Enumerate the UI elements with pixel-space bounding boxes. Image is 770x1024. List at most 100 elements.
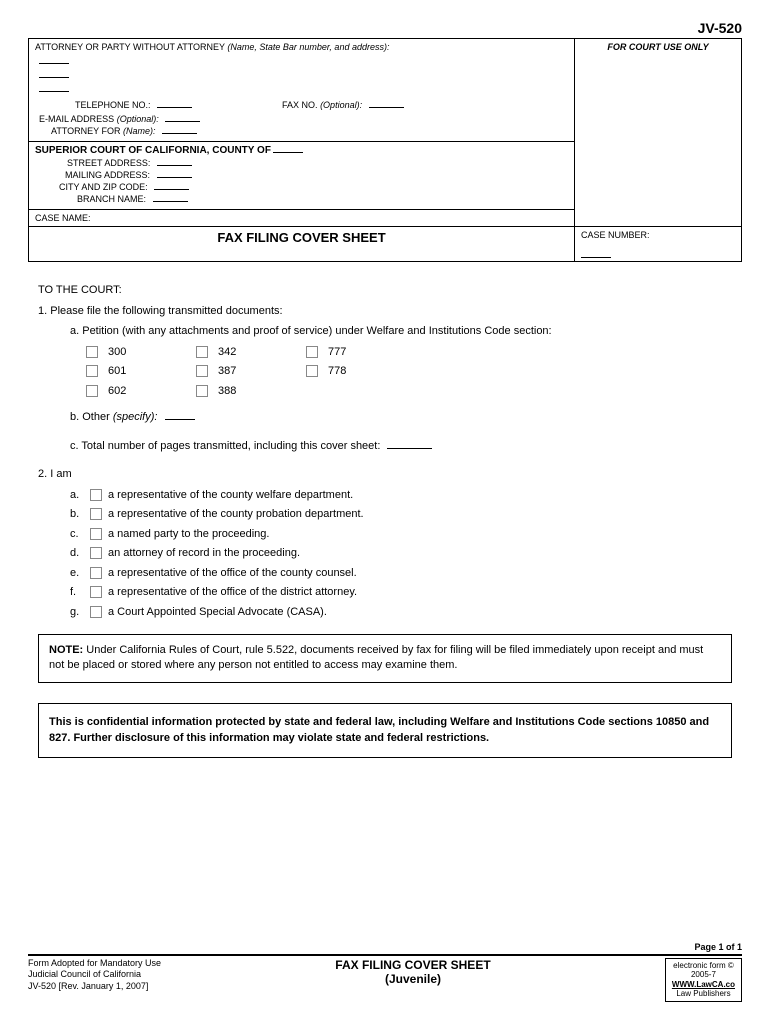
checkbox-iam-b[interactable] [90, 508, 102, 520]
note-box: NOTE: Under California Rules of Court, r… [38, 634, 732, 683]
letter-e: e. [70, 565, 90, 582]
item-1c: c. Total number of pages transmitted, in… [70, 440, 380, 452]
attorney-hint: (Name, State Bar number, and address): [227, 42, 389, 52]
checkbox-602[interactable] [86, 385, 98, 397]
telephone-label: TELEPHONE NO.: [75, 100, 151, 110]
checkbox-387[interactable] [196, 365, 208, 377]
case-name-label: CASE NAME: [35, 213, 91, 223]
form-code: JV-520 [28, 20, 742, 36]
footer-right-1: electronic form © [672, 961, 735, 971]
footer-left-2: Judicial Council of California [28, 969, 161, 981]
street-input[interactable] [157, 158, 192, 166]
case-name-cell: CASE NAME: [29, 210, 575, 227]
cityzip-label: CITY AND ZIP CODE: [59, 182, 148, 192]
footer-right-2: 2005-7 [672, 970, 735, 980]
letter-g: g. [70, 604, 90, 621]
code-601: 601 [108, 363, 126, 380]
checkbox-iam-e[interactable] [90, 567, 102, 579]
checkbox-iam-d[interactable] [90, 547, 102, 559]
header-table: ATTORNEY OR PARTY WITHOUT ATTORNEY (Name… [28, 38, 742, 262]
letter-c: c. [70, 526, 90, 543]
pages-input[interactable] [387, 441, 432, 449]
iam-e: a representative of the office of the co… [108, 567, 357, 579]
confidential-text: This is confidential information protect… [49, 716, 709, 745]
fax-label: FAX NO. [282, 100, 318, 110]
checkbox-777[interactable] [306, 346, 318, 358]
branch-input[interactable] [153, 194, 188, 202]
checkbox-342[interactable] [196, 346, 208, 358]
case-number-cell: CASE NUMBER: [575, 227, 742, 262]
case-number-label: CASE NUMBER: [581, 230, 650, 240]
item-2: 2. I am [38, 466, 732, 483]
footer-left-3: JV-520 [Rev. January 1, 2007] [28, 981, 161, 993]
checkbox-300[interactable] [86, 346, 98, 358]
code-388: 388 [218, 383, 236, 400]
checkbox-iam-c[interactable] [90, 528, 102, 540]
footer-right: electronic form © 2005-7 WWW.LawCA.co La… [665, 958, 742, 1002]
item-1a: a. Petition (with any attachments and pr… [70, 323, 732, 340]
mailing-input[interactable] [157, 170, 192, 178]
checkbox-iam-g[interactable] [90, 606, 102, 618]
attorney-blank-lines [39, 56, 568, 92]
attorney-cell: ATTORNEY OR PARTY WITHOUT ATTORNEY (Name… [29, 39, 575, 142]
county-input[interactable] [273, 145, 303, 153]
mailing-label: MAILING ADDRESS: [65, 170, 150, 180]
iam-c: a named party to the proceeding. [108, 528, 269, 540]
email-input[interactable] [165, 114, 200, 122]
checkbox-388[interactable] [196, 385, 208, 397]
branch-label: BRANCH NAME: [77, 194, 146, 204]
letter-d: d. [70, 545, 90, 562]
item-1b-hint: (specify): [113, 411, 158, 423]
fax-hint: (Optional): [320, 100, 362, 110]
to-court: TO THE COURT: [38, 282, 732, 299]
item-1c-row: c. Total number of pages transmitted, in… [70, 438, 732, 455]
court-use-label: FOR COURT USE ONLY [607, 42, 708, 52]
telephone-input[interactable] [157, 100, 192, 108]
code-300: 300 [108, 344, 126, 361]
iam-f: a representative of the office of the di… [108, 586, 357, 598]
checkbox-iam-a[interactable] [90, 489, 102, 501]
footer-left: Form Adopted for Mandatory Use Judicial … [28, 958, 161, 993]
item-1b: b. Other [70, 411, 110, 423]
iam-g: a Court Appointed Special Advocate (CASA… [108, 606, 327, 618]
attorney-for-input[interactable] [162, 126, 197, 134]
iam-list: a.a representative of the county welfare… [70, 487, 732, 621]
footer-center-2: (Juvenile) [335, 972, 490, 986]
code-342: 342 [218, 344, 236, 361]
footer-right-3: WWW.LawCA.co [672, 980, 735, 990]
note-text: Under California Rules of Court, rule 5.… [49, 644, 703, 671]
item-1b-row: b. Other (specify): [70, 409, 732, 426]
code-602: 602 [108, 383, 126, 400]
cityzip-input[interactable] [154, 182, 189, 190]
email-hint: (Optional): [117, 114, 159, 124]
form-title: FAX FILING COVER SHEET [217, 230, 385, 245]
footer-center-1: FAX FILING COVER SHEET [335, 958, 490, 972]
letter-b: b. [70, 506, 90, 523]
footer-center: FAX FILING COVER SHEET (Juvenile) [335, 958, 490, 987]
iam-a: a representative of the county welfare d… [108, 489, 353, 501]
checkbox-iam-f[interactable] [90, 586, 102, 598]
checkbox-778[interactable] [306, 365, 318, 377]
item-1: 1. Please file the following transmitted… [38, 303, 732, 320]
footer-right-4: Law Publishers [672, 989, 735, 999]
attorney-for-label: ATTORNEY FOR [51, 126, 121, 136]
letter-f: f. [70, 584, 90, 601]
confidential-box: This is confidential information protect… [38, 703, 732, 758]
other-input[interactable] [165, 412, 195, 420]
code-777: 777 [328, 344, 346, 361]
court-cell: SUPERIOR COURT OF CALIFORNIA, COUNTY OF … [29, 142, 575, 210]
court-title: SUPERIOR COURT OF CALIFORNIA, COUNTY OF [35, 145, 271, 156]
footer: Page 1 of 1 Form Adopted for Mandatory U… [28, 942, 742, 1002]
fax-input[interactable] [369, 100, 404, 108]
checkbox-601[interactable] [86, 365, 98, 377]
footer-left-1: Form Adopted for Mandatory Use [28, 958, 161, 970]
page-number: Page 1 of 1 [28, 942, 742, 956]
code-checkbox-grid: 300 342 777 601 387 778 602 388 [86, 344, 732, 400]
body-content: TO THE COURT: 1. Please file the followi… [28, 282, 742, 758]
attorney-label: ATTORNEY OR PARTY WITHOUT ATTORNEY [35, 42, 225, 52]
note-label: NOTE: [49, 644, 83, 656]
attorney-for-hint: (Name): [123, 126, 156, 136]
street-label: STREET ADDRESS: [67, 158, 150, 168]
case-number-input[interactable] [581, 250, 611, 258]
form-title-cell: FAX FILING COVER SHEET [29, 227, 575, 262]
